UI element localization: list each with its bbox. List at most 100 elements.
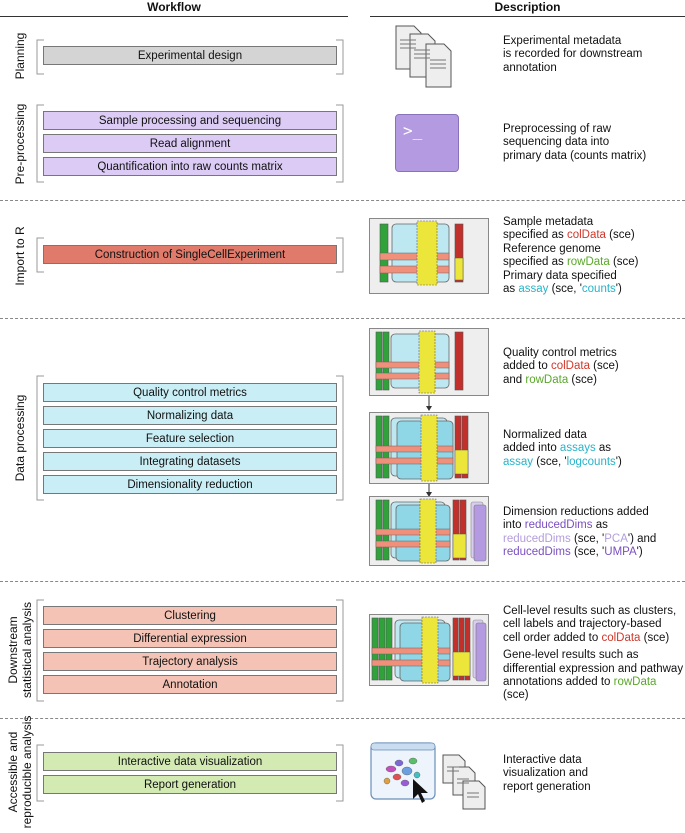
flow-arrow (426, 484, 432, 497)
desc-line: added to colData (sce) (503, 360, 619, 373)
desc-line: specified as colData (sce) (503, 229, 639, 242)
terminal-icon: >_ (395, 114, 459, 172)
coldata-term: colData (566, 229, 606, 242)
description-header: Description (494, 0, 561, 14)
step-interactive-viz: Interactive data visualization (43, 752, 337, 771)
desc-text: cell order added to (503, 631, 602, 644)
desc-line: Interactive data (503, 754, 582, 766)
desc-line: reducedDims (sce, 'PCA') and (503, 533, 656, 546)
desc-line: Reference genome (503, 242, 601, 255)
desc-text: added to (503, 360, 551, 373)
step-sample-processing: Sample processing and sequencing (43, 111, 337, 130)
description-preprocessing: Preprocessing of raw sequencing data int… (503, 123, 646, 163)
description-import: Sample metadata specified as colData (sc… (503, 216, 639, 296)
rowdata-term: rowData (566, 256, 610, 269)
desc-text: (sce, ' (570, 546, 605, 559)
desc-line: Gene-level results such as (503, 649, 639, 662)
step-experimental-design: Experimental design (43, 46, 337, 65)
reduceddims-term: reducedDims (503, 532, 571, 545)
step-annotation: Annotation (43, 675, 337, 694)
desc-line: primary data (counts matrix) (503, 149, 647, 162)
rowdata-term: rowData (525, 373, 569, 386)
stacked-documents-icon (395, 25, 452, 88)
step-trajectory: Trajectory analysis (43, 652, 337, 671)
desc-line: reducedDims (sce, 'UMPA') (503, 546, 656, 559)
desc-text: (sce, ' (548, 283, 582, 296)
desc-line: Primary data specified (503, 269, 617, 282)
sce-container-normalized (369, 412, 489, 484)
coldata-term: colData (550, 360, 590, 373)
description-dimred: Dimension reductions added into reducedD… (503, 506, 656, 560)
desc-line: Cell-level results such as clusters, (503, 605, 677, 617)
interactive-visualization-icon (370, 742, 486, 810)
sce-container-dimred (369, 496, 489, 566)
desc-text: (sce) (609, 256, 639, 269)
assay-term: assay (518, 283, 549, 296)
step-read-alignment: Read alignment (43, 134, 337, 153)
sce-container-qc (369, 328, 489, 396)
desc-line: assay (sce, 'logcounts') (503, 456, 622, 469)
desc-text: (sce) (503, 689, 529, 702)
section-divider (0, 318, 685, 319)
umpa-term: UMPA (604, 546, 637, 559)
desc-text: as (503, 283, 519, 296)
step-construct-sce: Construction of SingleCellExperiment (43, 245, 337, 264)
assays-term: assays (559, 442, 596, 455)
desc-text: (sce, ' (533, 455, 567, 468)
desc-line: Normalized data (503, 429, 587, 441)
step-integrating: Integrating datasets (43, 452, 337, 471)
desc-text: (sce) (568, 373, 597, 386)
step-feature-selection: Feature selection (43, 429, 337, 448)
section-divider (0, 581, 685, 582)
workflow-header-underline (0, 16, 348, 17)
desc-text: as (592, 519, 608, 532)
desc-text: (sce, ' (570, 532, 605, 545)
desc-line: and rowData (sce) (503, 374, 619, 387)
desc-text: and (503, 373, 526, 386)
description-normalized: Normalized data added into assays as ass… (503, 429, 622, 469)
desc-text: specified as (503, 229, 567, 242)
counts-term: counts (581, 283, 616, 296)
desc-line: Experimental metadata (503, 35, 622, 47)
desc-line: cell labels and trajectory-based (503, 618, 662, 631)
step-clustering: Clustering (43, 606, 337, 625)
workflow-header: Workflow (147, 0, 201, 14)
description-planning: Experimental metadata is recorded for do… (503, 35, 642, 75)
sce-container-import (369, 218, 489, 294)
desc-text: ') (636, 546, 643, 559)
desc-text: (sce) (605, 229, 635, 242)
desc-line: sequencing data into (503, 136, 610, 149)
desc-line: as assay (sce, 'counts') (503, 283, 639, 296)
description-downstream: Cell-level results such as clusters, cel… (503, 605, 685, 703)
step-report-generation: Report generation (43, 775, 337, 794)
reduceddims-term: reducedDims (524, 519, 593, 532)
desc-text: into (503, 519, 525, 532)
desc-line: added into assays as (503, 442, 622, 455)
desc-text: annotations added to (503, 676, 614, 689)
desc-line: annotations added to rowData (sce) (503, 676, 685, 703)
description-accessible: Interactive data visualization and repor… (503, 754, 591, 794)
step-dimred: Dimensionality reduction (43, 475, 337, 494)
desc-text: added into (503, 442, 560, 455)
step-differential-expression: Differential expression (43, 629, 337, 648)
description-header-underline (370, 16, 685, 17)
desc-text: (sce) (640, 631, 670, 644)
desc-line: differential expression and pathway (503, 662, 684, 675)
desc-line: cell order added to colData (sce) (503, 632, 685, 645)
desc-text: ') (615, 455, 622, 468)
desc-text: (sce) (589, 360, 619, 373)
sce-container-downstream (369, 614, 489, 686)
rowdata-term: rowData (613, 676, 657, 689)
desc-text: as (595, 442, 612, 455)
section-divider (0, 200, 685, 201)
description-qc: Quality control metrics added to colData… (503, 347, 619, 387)
assay-term: assay (503, 455, 534, 468)
step-qc-metrics: Quality control metrics (43, 383, 337, 402)
desc-line: visualization and (503, 767, 589, 780)
pca-term: PCA (604, 532, 628, 545)
terminal-prompt: >_ (403, 121, 423, 140)
desc-line: Quality control metrics (503, 347, 617, 359)
logcounts-term: logcounts (566, 455, 616, 468)
desc-line: annotation (503, 61, 557, 74)
